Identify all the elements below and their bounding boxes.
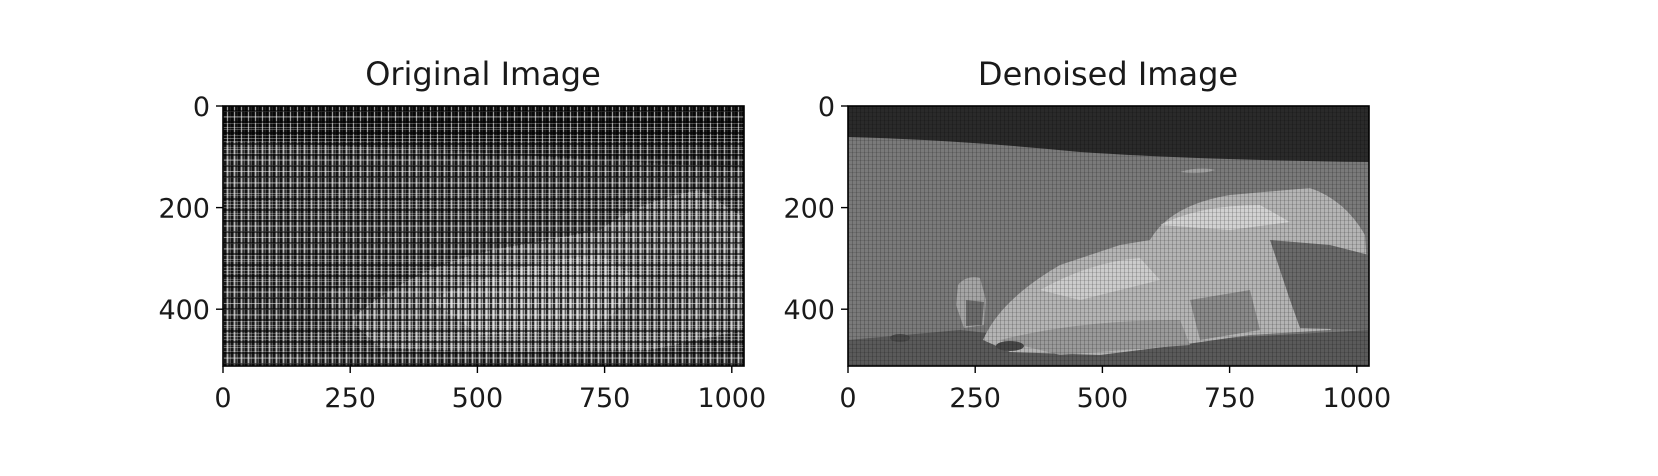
y-tick-label: 200 xyxy=(158,194,210,225)
axes-frame xyxy=(847,105,1370,367)
x-axis: 0 250 500 750 1000 xyxy=(839,366,1391,414)
x-tick-label: 500 xyxy=(1077,383,1129,414)
panel-denoised: Denoised Image xyxy=(783,55,1391,414)
y-tick-label: 0 xyxy=(818,92,835,123)
denoised-image xyxy=(848,106,1369,366)
x-tick-label: 0 xyxy=(214,383,231,414)
y-axis: 0 200 400 xyxy=(158,92,223,326)
y-tick-label: 400 xyxy=(783,295,835,326)
x-tick-label: 500 xyxy=(452,383,504,414)
y-axis: 0 200 400 xyxy=(783,92,848,326)
x-tick-label: 1000 xyxy=(1322,383,1391,414)
x-tick-label: 250 xyxy=(324,383,376,414)
panel-title: Original Image xyxy=(365,55,601,93)
x-tick-label: 750 xyxy=(579,383,631,414)
y-tick-label: 400 xyxy=(158,295,210,326)
x-tick-label: 0 xyxy=(839,383,856,414)
original-image xyxy=(223,106,744,366)
x-tick-label: 750 xyxy=(1204,383,1256,414)
x-axis: 0 250 500 750 1000 xyxy=(214,366,766,414)
x-tick-label: 250 xyxy=(949,383,1001,414)
y-tick-label: 0 xyxy=(193,92,210,123)
y-tick-label: 200 xyxy=(783,194,835,225)
axes-frame xyxy=(222,105,745,367)
panel-original: Original Image 0 250 500 750 xyxy=(158,55,766,414)
x-tick-label: 1000 xyxy=(697,383,766,414)
panel-title: Denoised Image xyxy=(978,55,1238,93)
